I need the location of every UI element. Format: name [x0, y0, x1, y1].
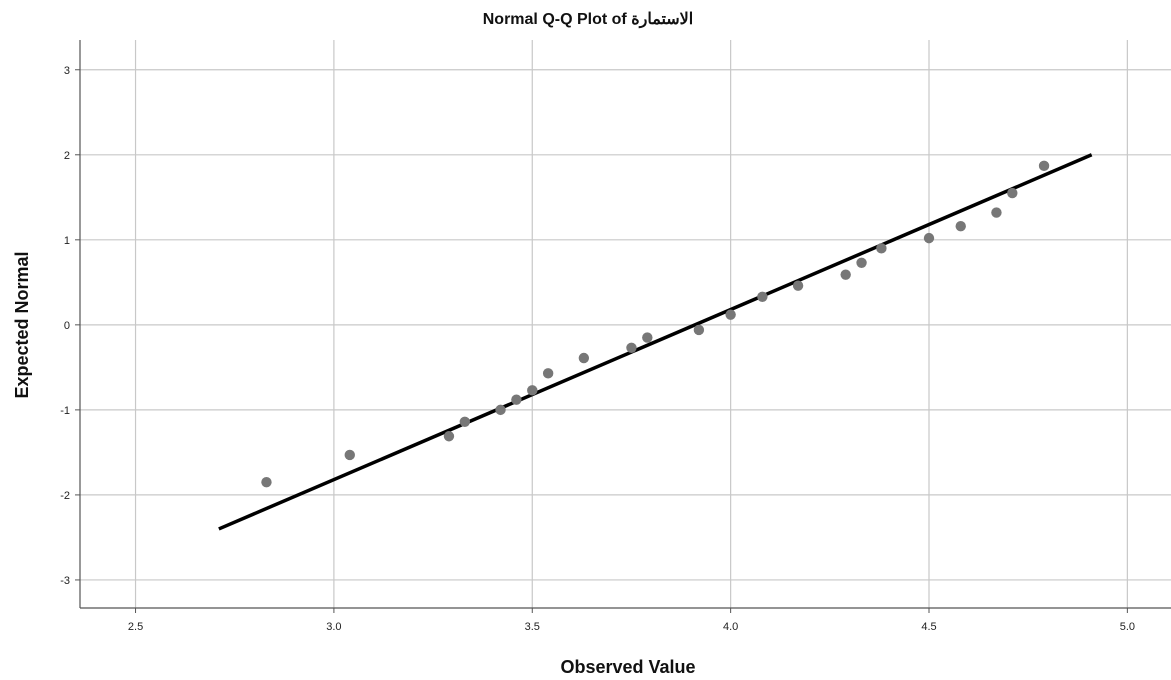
data-point: [693, 324, 705, 336]
data-point: [876, 243, 887, 254]
data-point: [511, 394, 522, 405]
data-point: [991, 207, 1002, 218]
data-point: [626, 342, 637, 354]
x-tick-label: 4.5: [921, 621, 936, 633]
y-tick-label: 3: [64, 65, 70, 77]
data-point: [840, 269, 851, 280]
reference-line-group: [218, 153, 1093, 531]
x-tick-label: 5.0: [1120, 621, 1135, 633]
y-tick-label: -3: [60, 575, 70, 587]
data-point: [261, 476, 272, 488]
y-tick-label: 1: [64, 235, 70, 247]
reference-line: [218, 153, 1093, 531]
x-tick-label: 2.5: [128, 621, 143, 633]
data-point: [542, 368, 554, 379]
chart-title: Normal Q-Q Plot of الاستمارة: [483, 11, 694, 29]
x-tick-label: 3.0: [326, 621, 341, 633]
data-point: [1007, 187, 1018, 199]
x-tick-label: 3.5: [525, 621, 540, 633]
grid-lines: [80, 40, 1171, 608]
data-point: [955, 221, 966, 232]
data-point: [344, 449, 355, 461]
data-point: [856, 257, 867, 268]
y-axis-label: Expected Normal: [12, 251, 32, 398]
data-point: [1038, 160, 1050, 172]
data-point: [495, 404, 506, 416]
axes: [79, 40, 1171, 609]
data-point: [578, 352, 590, 364]
y-tick-label: -1: [60, 405, 70, 417]
x-tick-label: 4.0: [723, 621, 738, 633]
x-axis-ticks: 2.5 3.0 3.5 4.0 4.5 5.0: [128, 608, 1135, 633]
x-axis-label: Observed Value: [560, 657, 695, 677]
data-point: [459, 416, 471, 427]
data-points: [261, 160, 1050, 488]
y-tick-label: 2: [64, 150, 70, 162]
y-tick-label: -2: [60, 490, 70, 502]
data-point: [443, 431, 455, 442]
data-point: [792, 280, 804, 291]
y-axis-ticks: 3 2 1 0 -1 -2 -3: [60, 65, 80, 587]
data-point: [642, 332, 653, 343]
y-tick-label: 0: [64, 320, 70, 332]
data-point: [757, 291, 768, 302]
data-point: [725, 309, 736, 320]
data-point: [527, 385, 538, 396]
data-point: [923, 232, 935, 244]
